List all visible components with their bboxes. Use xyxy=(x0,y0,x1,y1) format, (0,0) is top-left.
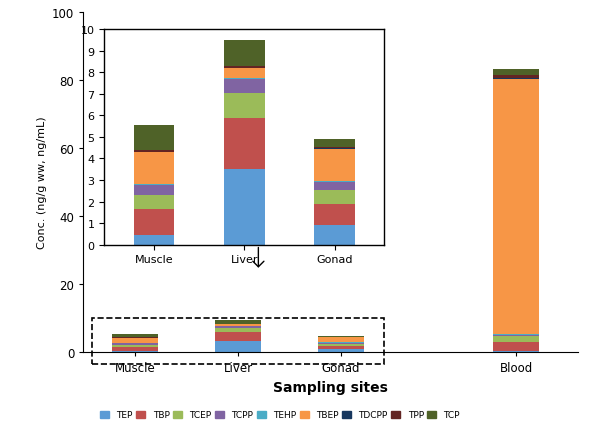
Y-axis label: Conc. (ng/g ww, ng/mL): Conc. (ng/g ww, ng/mL) xyxy=(36,117,46,249)
Bar xyxy=(112,347,158,351)
Bar xyxy=(493,351,539,353)
Bar xyxy=(224,80,265,93)
Bar xyxy=(215,320,261,324)
Bar xyxy=(315,190,355,204)
Bar xyxy=(215,325,261,326)
Bar xyxy=(215,326,261,329)
Legend: TEP, TBP, TCEP, TCPP, TEHP, TBEP, TDCPP, TPP, TCP: TEP, TBP, TCEP, TCPP, TEHP, TBEP, TDCPP,… xyxy=(98,408,462,421)
Bar xyxy=(134,126,174,150)
Bar xyxy=(215,332,261,341)
Bar xyxy=(92,319,384,365)
Bar xyxy=(134,236,174,245)
Bar xyxy=(493,70,539,76)
Bar xyxy=(134,186,174,196)
Bar xyxy=(315,181,355,183)
Bar xyxy=(493,336,539,342)
Bar xyxy=(318,346,364,350)
Bar xyxy=(315,226,355,245)
Bar xyxy=(493,80,539,335)
Bar xyxy=(224,93,265,118)
X-axis label: Sampling sites: Sampling sites xyxy=(274,380,388,394)
Bar xyxy=(493,342,539,351)
Bar xyxy=(493,335,539,336)
Bar xyxy=(315,140,355,147)
Bar xyxy=(224,41,265,67)
Bar xyxy=(224,69,265,78)
Bar xyxy=(215,329,261,332)
Bar xyxy=(318,336,364,337)
Bar xyxy=(315,147,355,149)
Bar xyxy=(112,343,158,345)
Bar xyxy=(224,170,265,245)
Bar xyxy=(112,334,158,338)
Bar xyxy=(224,67,265,68)
Bar xyxy=(134,153,174,185)
Bar xyxy=(493,79,539,80)
Bar xyxy=(112,351,158,353)
Bar xyxy=(224,118,265,170)
Bar xyxy=(134,196,174,209)
Bar xyxy=(112,345,158,347)
Bar xyxy=(315,204,355,226)
Bar xyxy=(134,210,174,236)
Bar xyxy=(224,78,265,80)
Bar xyxy=(318,338,364,343)
Bar xyxy=(318,343,364,344)
Bar xyxy=(318,350,364,353)
Bar xyxy=(315,183,355,190)
Bar xyxy=(134,185,174,186)
Bar xyxy=(112,338,158,343)
Bar xyxy=(215,341,261,353)
Bar xyxy=(315,150,355,181)
Bar xyxy=(315,149,355,150)
Bar xyxy=(493,76,539,79)
Bar xyxy=(318,344,364,346)
Bar xyxy=(134,150,174,152)
